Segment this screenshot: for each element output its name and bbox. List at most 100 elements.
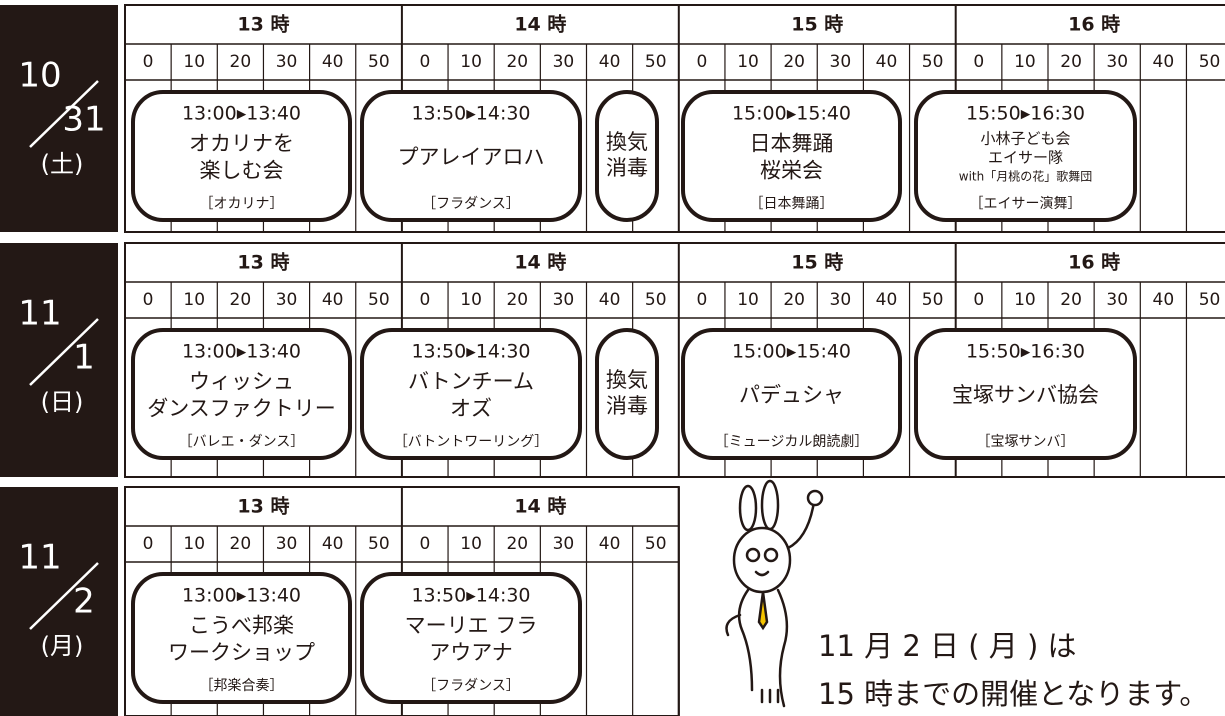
event-box (681, 328, 902, 460)
date-month: 10 (18, 56, 61, 96)
hour-label: 15 時 (791, 252, 843, 274)
minute-label: 30 (830, 52, 852, 72)
minute-label: 10 (183, 52, 205, 72)
event-time: 13:00▸13:40 (182, 341, 301, 363)
notice-line: 11 月 2 日 ( 月 ) は (818, 629, 1077, 663)
event-genre: ［邦楽合奏］ (200, 678, 284, 694)
minute-label: 30 (1106, 52, 1128, 72)
minute-label: 20 (1060, 290, 1082, 310)
event-time: 15:00▸15:40 (732, 103, 851, 125)
hour-label: 16 時 (1068, 14, 1120, 36)
minute-label: 0 (696, 290, 707, 310)
event-time: 13:50▸14:30 (411, 341, 530, 363)
minute-label: 50 (645, 52, 667, 72)
event-title: オカリナを (189, 132, 294, 156)
event-box (131, 328, 352, 460)
hour-label: 13 時 (237, 14, 289, 36)
hour-label: 14 時 (514, 496, 566, 518)
minute-label: 20 (230, 534, 252, 554)
minute-label: 40 (599, 534, 621, 554)
event-title: ダンスファクトリー (147, 397, 336, 421)
event-title: 換気 (606, 368, 648, 392)
event-title: with「月桃の花」歌舞団 (959, 169, 1092, 184)
day-block: 11 2 (月) 13 時 0 10 20 30 40 50 14 時 0 10 20 30 40 50 13:0… (0, 486, 680, 716)
minute-label: 40 (599, 52, 621, 72)
date-day: 1 (73, 338, 95, 378)
event-box (914, 328, 1137, 460)
minute-label: 40 (1153, 290, 1175, 310)
minute-label: 40 (322, 534, 344, 554)
minute-label: 40 (322, 290, 344, 310)
event-box (360, 90, 582, 222)
date-slash (29, 562, 99, 630)
minute-label: 0 (973, 52, 984, 72)
minute-label: 30 (553, 534, 575, 554)
minute-label: 50 (1199, 290, 1221, 310)
event-title: 楽しむ会 (200, 159, 284, 183)
minute-label: 30 (553, 52, 575, 72)
date-day: 2 (73, 582, 95, 622)
minute-label: 40 (322, 52, 344, 72)
minute-label: 30 (830, 290, 852, 310)
event-title: エイサー隊 (988, 149, 1063, 167)
event-title: 消毒 (606, 156, 648, 180)
minute-label: 20 (506, 534, 528, 554)
minute-label: 50 (368, 290, 390, 310)
hour-label: 14 時 (514, 14, 566, 36)
minute-label: 20 (783, 52, 805, 72)
event-title: 宝塚サンバ協会 (952, 383, 1099, 407)
minute-label: 40 (876, 52, 898, 72)
date-slash (29, 80, 99, 148)
event-time: 13:00▸13:40 (182, 585, 301, 607)
event-title: マーリエ フラ (405, 614, 538, 638)
minute-label: 50 (368, 534, 390, 554)
event-title: 換気 (606, 130, 648, 154)
minute-label: 10 (183, 290, 205, 310)
minute-label: 50 (645, 290, 667, 310)
minute-label: 30 (276, 534, 298, 554)
event-time: 13:00▸13:40 (182, 103, 301, 125)
event-genre: ［バレエ・ダンス］ (179, 434, 305, 450)
event-title: アウアナ (429, 641, 513, 665)
minute-label: 40 (599, 290, 621, 310)
minute-label: 20 (1060, 52, 1082, 72)
notice-line: 15 時までの開催となります。 (818, 677, 1208, 711)
minute-label: 40 (876, 290, 898, 310)
event-genre: ［宝塚サンバ］ (977, 434, 1075, 450)
event-title: バトンチーム (408, 370, 534, 394)
event-box (595, 90, 659, 222)
date-month: 11 (18, 538, 61, 578)
event-time: 13:50▸14:30 (411, 585, 530, 607)
minute-label: 10 (460, 52, 482, 72)
event-box (360, 572, 582, 704)
hour-label: 14 時 (514, 252, 566, 274)
date-weekday: (土) (41, 150, 84, 178)
minute-label: 20 (783, 290, 805, 310)
minute-label: 50 (368, 52, 390, 72)
event-title: オズ (450, 397, 492, 421)
minute-label: 10 (1014, 290, 1036, 310)
date-weekday: (月) (41, 632, 84, 660)
event-box (914, 90, 1137, 222)
event-genre: ［オカリナ］ (200, 196, 284, 212)
hour-label: 15 時 (791, 14, 843, 36)
minute-label: 0 (973, 290, 984, 310)
event-title: パデュシャ (739, 383, 844, 407)
event-time: 15:50▸16:30 (966, 103, 1085, 125)
event-title: ウィッシュ (189, 370, 294, 394)
event-title: 日本舞踊 (750, 132, 834, 156)
date-slash (29, 318, 99, 386)
minute-label: 10 (737, 290, 759, 310)
minute-label: 50 (645, 534, 667, 554)
date-day: 31 (62, 100, 105, 140)
minute-label: 0 (143, 290, 154, 310)
date-month: 11 (18, 294, 61, 334)
minute-label: 30 (1106, 290, 1128, 310)
minute-label: 30 (276, 290, 298, 310)
event-genre: ［フラダンス］ (422, 678, 520, 694)
hour-label: 13 時 (237, 252, 289, 274)
minute-label: 40 (1153, 52, 1175, 72)
